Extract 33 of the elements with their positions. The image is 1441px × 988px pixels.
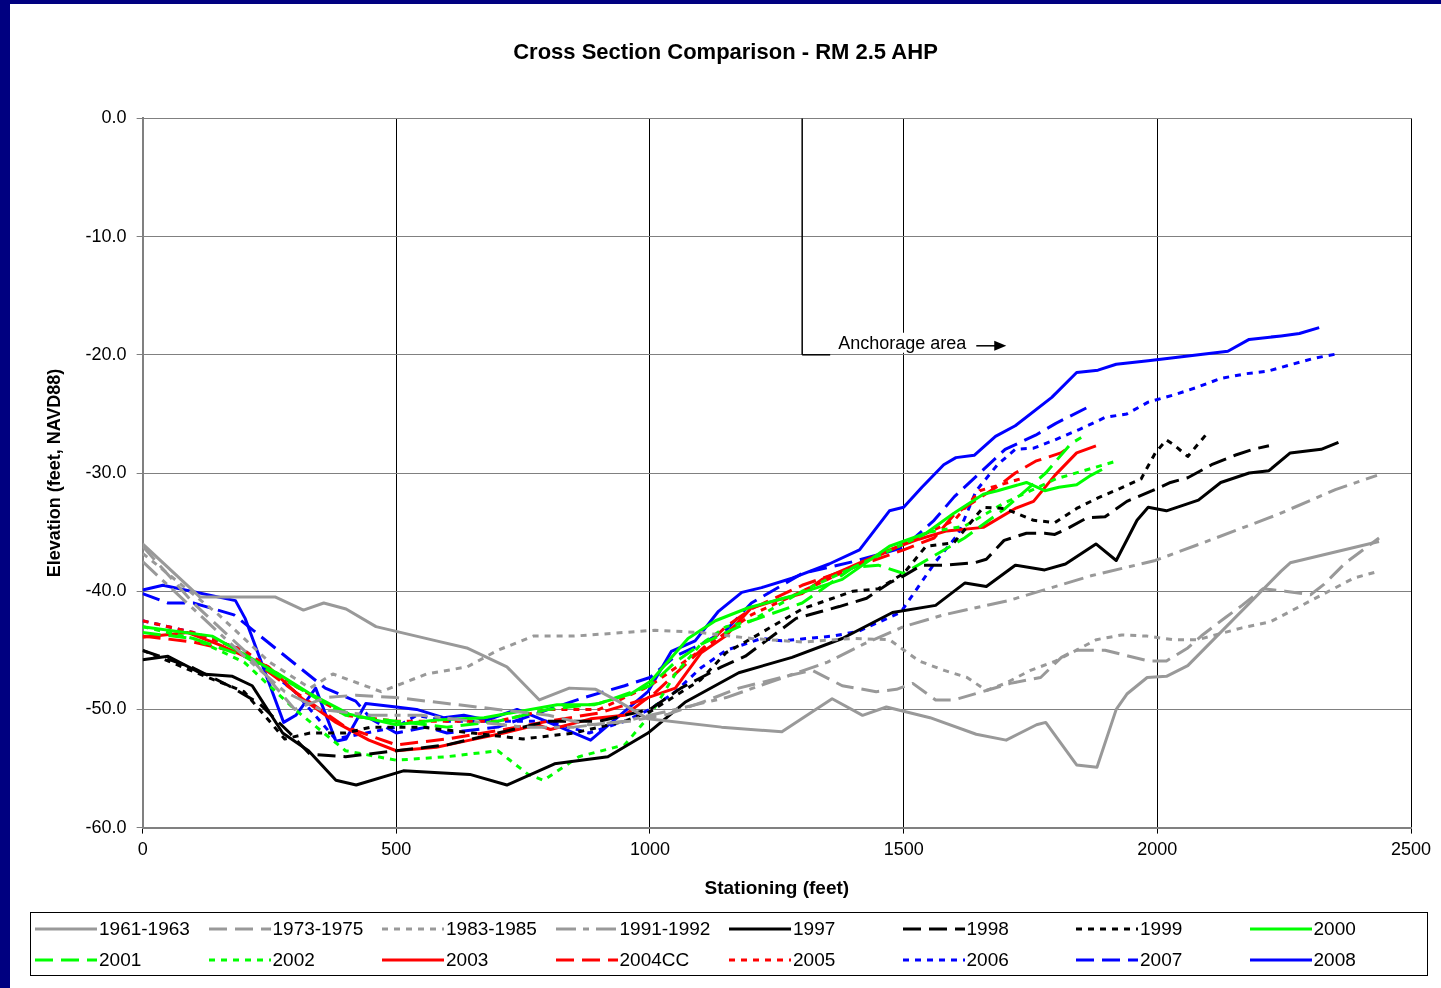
- legend-label: 1961-1963: [99, 917, 190, 940]
- y-tick-label: -20.0: [85, 343, 127, 364]
- legend-label: 2001: [99, 948, 142, 971]
- y-tick-label: -40.0: [85, 580, 127, 601]
- x-tick-label: 500: [381, 839, 412, 860]
- legend-label: 2005: [793, 948, 836, 971]
- legend-label: 1997: [793, 917, 836, 940]
- y-tick-label: 0.0: [101, 107, 127, 128]
- legend-label: 1991-1992: [619, 917, 711, 940]
- y-axis-title: Elevation (feet, NAVD88): [43, 368, 64, 578]
- x-tick-label: 2500: [1390, 839, 1432, 860]
- legend-label: 2008: [1313, 948, 1356, 971]
- legend-label: 1973-1975: [272, 917, 364, 940]
- legend-label: 1999: [1140, 917, 1183, 940]
- chart-title: Cross Section Comparison - RM 2.5 AHP: [513, 39, 938, 65]
- y-tick-label: -10.0: [85, 225, 127, 246]
- legend-label: 2006: [966, 948, 1009, 971]
- y-tick-label: -60.0: [85, 816, 127, 837]
- annotation: Anchorage area: [838, 332, 968, 353]
- legend-label: 2000: [1313, 917, 1356, 940]
- x-axis-title: Stationing (feet): [704, 876, 850, 898]
- legend-label: 2003: [446, 948, 489, 971]
- y-tick-label: -30.0: [85, 461, 127, 482]
- legend-label: 1998: [966, 917, 1009, 940]
- x-tick-label: 2000: [1137, 839, 1178, 860]
- x-tick-label: 1500: [883, 839, 924, 860]
- legend-label: 2002: [272, 948, 315, 971]
- legend-label: 1983-1985: [446, 917, 537, 940]
- y-tick-label: -50.0: [85, 698, 127, 719]
- x-tick-label: 1000: [629, 839, 670, 860]
- legend-label: 2007: [1140, 948, 1183, 971]
- x-tick-label: 0: [137, 839, 148, 860]
- legend-label: 2004CC: [619, 948, 690, 971]
